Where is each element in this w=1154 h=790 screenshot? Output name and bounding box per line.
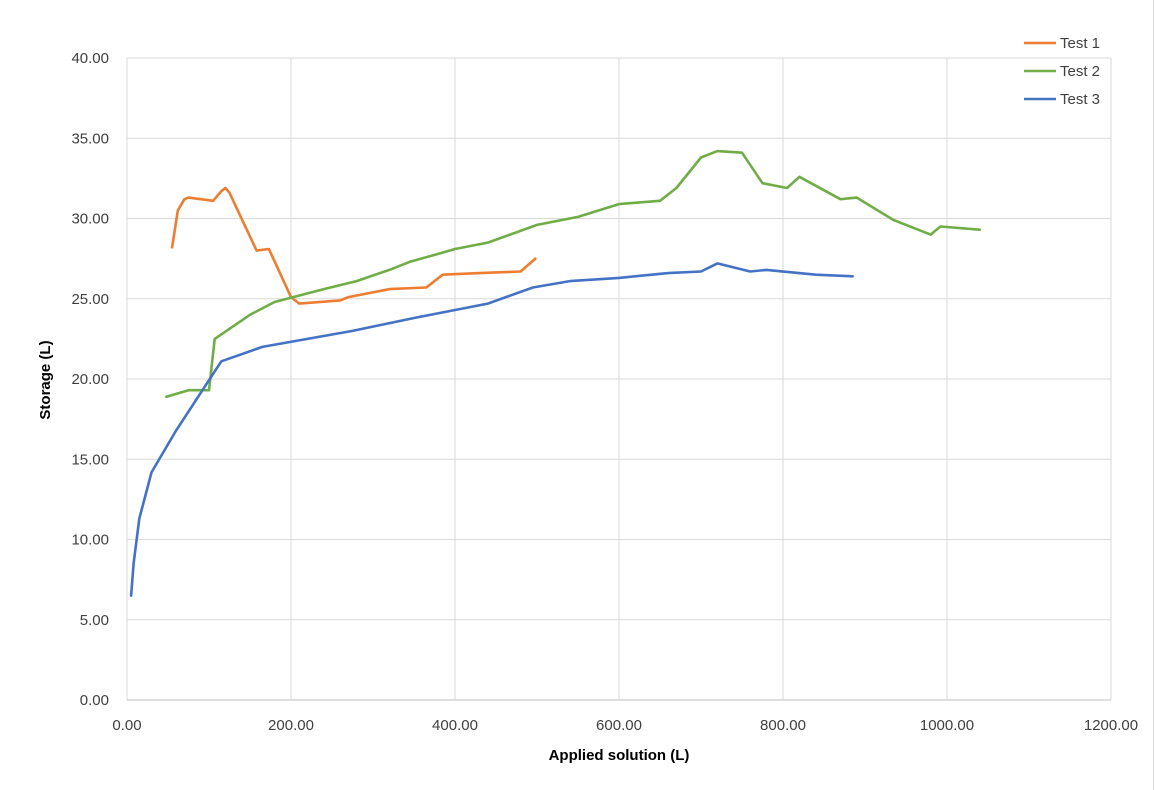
legend-label-test-2: Test 2 [1060,63,1100,80]
series-line-test-1 [170,186,537,305]
axes: 0.00 5.00 10.00 15.00 20.00 25.00 30.00 35.00 40… [71,50,1138,734]
y-tick-label: 0.00 [80,692,109,709]
series-line-test-2 [165,149,982,399]
y-tick-label: 40.00 [71,50,109,67]
legend: Test 1 Test 2 Test 3 [1024,35,1100,108]
y-tick-label: 35.00 [71,130,109,147]
x-tick-label: 0.00 [112,717,141,734]
x-tick-label: 400.00 [432,717,478,734]
y-axis-title: Storage (L) [37,340,54,419]
x-tick-label: 600.00 [596,717,642,734]
x-tick-label: 1000.00 [920,717,974,734]
y-tick-label: 30.00 [71,211,109,228]
x-axis-title: Applied solution (L) [549,747,690,764]
y-tick-label: 25.00 [71,291,109,308]
series-lines [129,149,982,598]
legend-label-test-1: Test 1 [1060,35,1100,52]
grid-lines [126,57,1112,701]
y-tick-label: 20.00 [71,371,109,388]
legend-label-test-3: Test 3 [1060,91,1100,108]
y-tick-label: 5.00 [80,612,109,629]
y-tick-label: 10.00 [71,532,109,549]
x-tick-label: 200.00 [268,717,314,734]
series-line-test-3 [129,262,855,598]
x-tick-label: 800.00 [760,717,806,734]
y-tick-label: 15.00 [71,451,109,468]
x-tick-label: 1200.00 [1084,717,1138,734]
